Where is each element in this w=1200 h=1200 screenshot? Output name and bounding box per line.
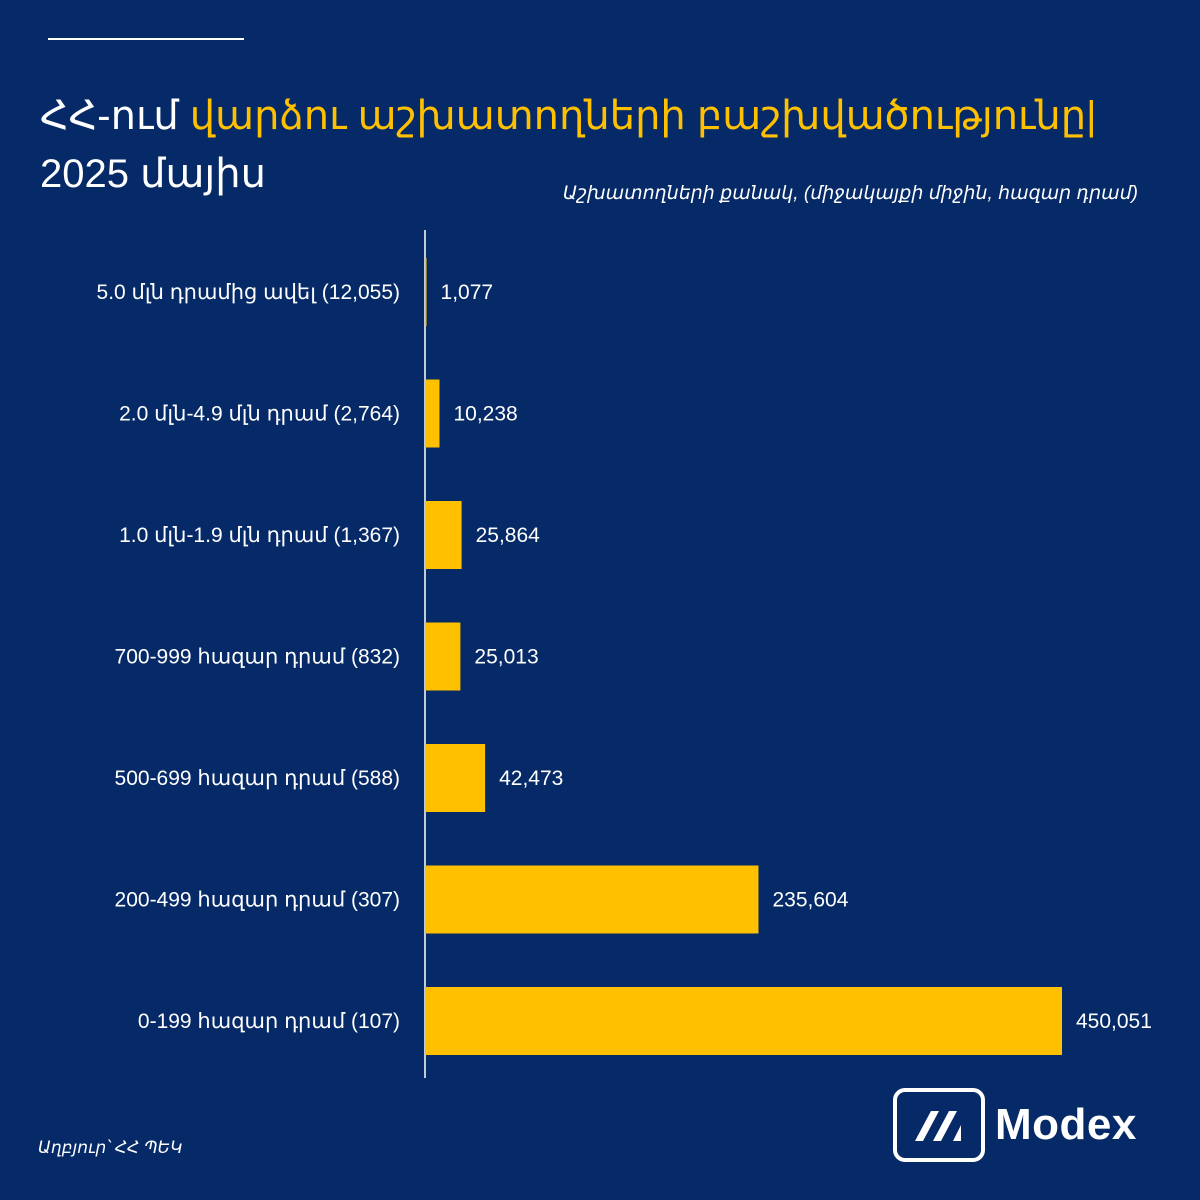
bar <box>425 987 1062 1055</box>
value-label: 25,864 <box>476 524 541 547</box>
bar <box>425 865 759 934</box>
bar <box>425 622 461 691</box>
category-label: 2.0 մլն-4.9 մլն դրամ (2,764) <box>119 403 400 426</box>
category-label: 5.0 մլն դրամից ավել (12,055) <box>97 281 400 304</box>
category-label: 200-499 հազար դրամ (307) <box>115 889 400 912</box>
value-label: 10,238 <box>453 403 517 426</box>
chart-title: ՀՀ-ում վարձու աշխատողների բաշխվածություն… <box>40 87 1160 203</box>
category-label: 700-999 հազար դրամ (832) <box>115 646 400 669</box>
modex-logo-text: Modex <box>995 1100 1137 1149</box>
chart-subtitle: Աշխատողների քանակ, (միջակայքի միջին, հազ… <box>562 183 1138 204</box>
category-label: 500-699 հազար դրամ (588) <box>115 767 400 790</box>
modex-logo: Modex <box>893 1087 1137 1163</box>
title-highlight: վարձու աշխատողների բաշխվածությունը| <box>189 93 1097 138</box>
top-rule <box>48 38 244 40</box>
value-label: 235,604 <box>772 889 848 912</box>
bar <box>425 744 486 812</box>
bar <box>425 501 462 569</box>
value-label: 25,013 <box>474 646 538 669</box>
bar <box>425 379 440 448</box>
title-prefix: ՀՀ-ում <box>40 93 179 138</box>
value-label: 450,051 <box>1076 1010 1152 1033</box>
bar <box>425 258 427 326</box>
value-label: 42,473 <box>499 767 563 790</box>
title-date: 2025 մայիս <box>40 151 266 196</box>
value-label: 1,077 <box>441 281 494 304</box>
category-label: 1.0 մլն-1.9 մլն դրամ (1,367) <box>119 524 400 547</box>
modex-logo-icon <box>893 1088 985 1162</box>
category-label: 0-199 հազար դրամ (107) <box>138 1010 400 1033</box>
source-note: Աղբյուր՝ ՀՀ ՊԵԿ <box>38 1138 183 1157</box>
